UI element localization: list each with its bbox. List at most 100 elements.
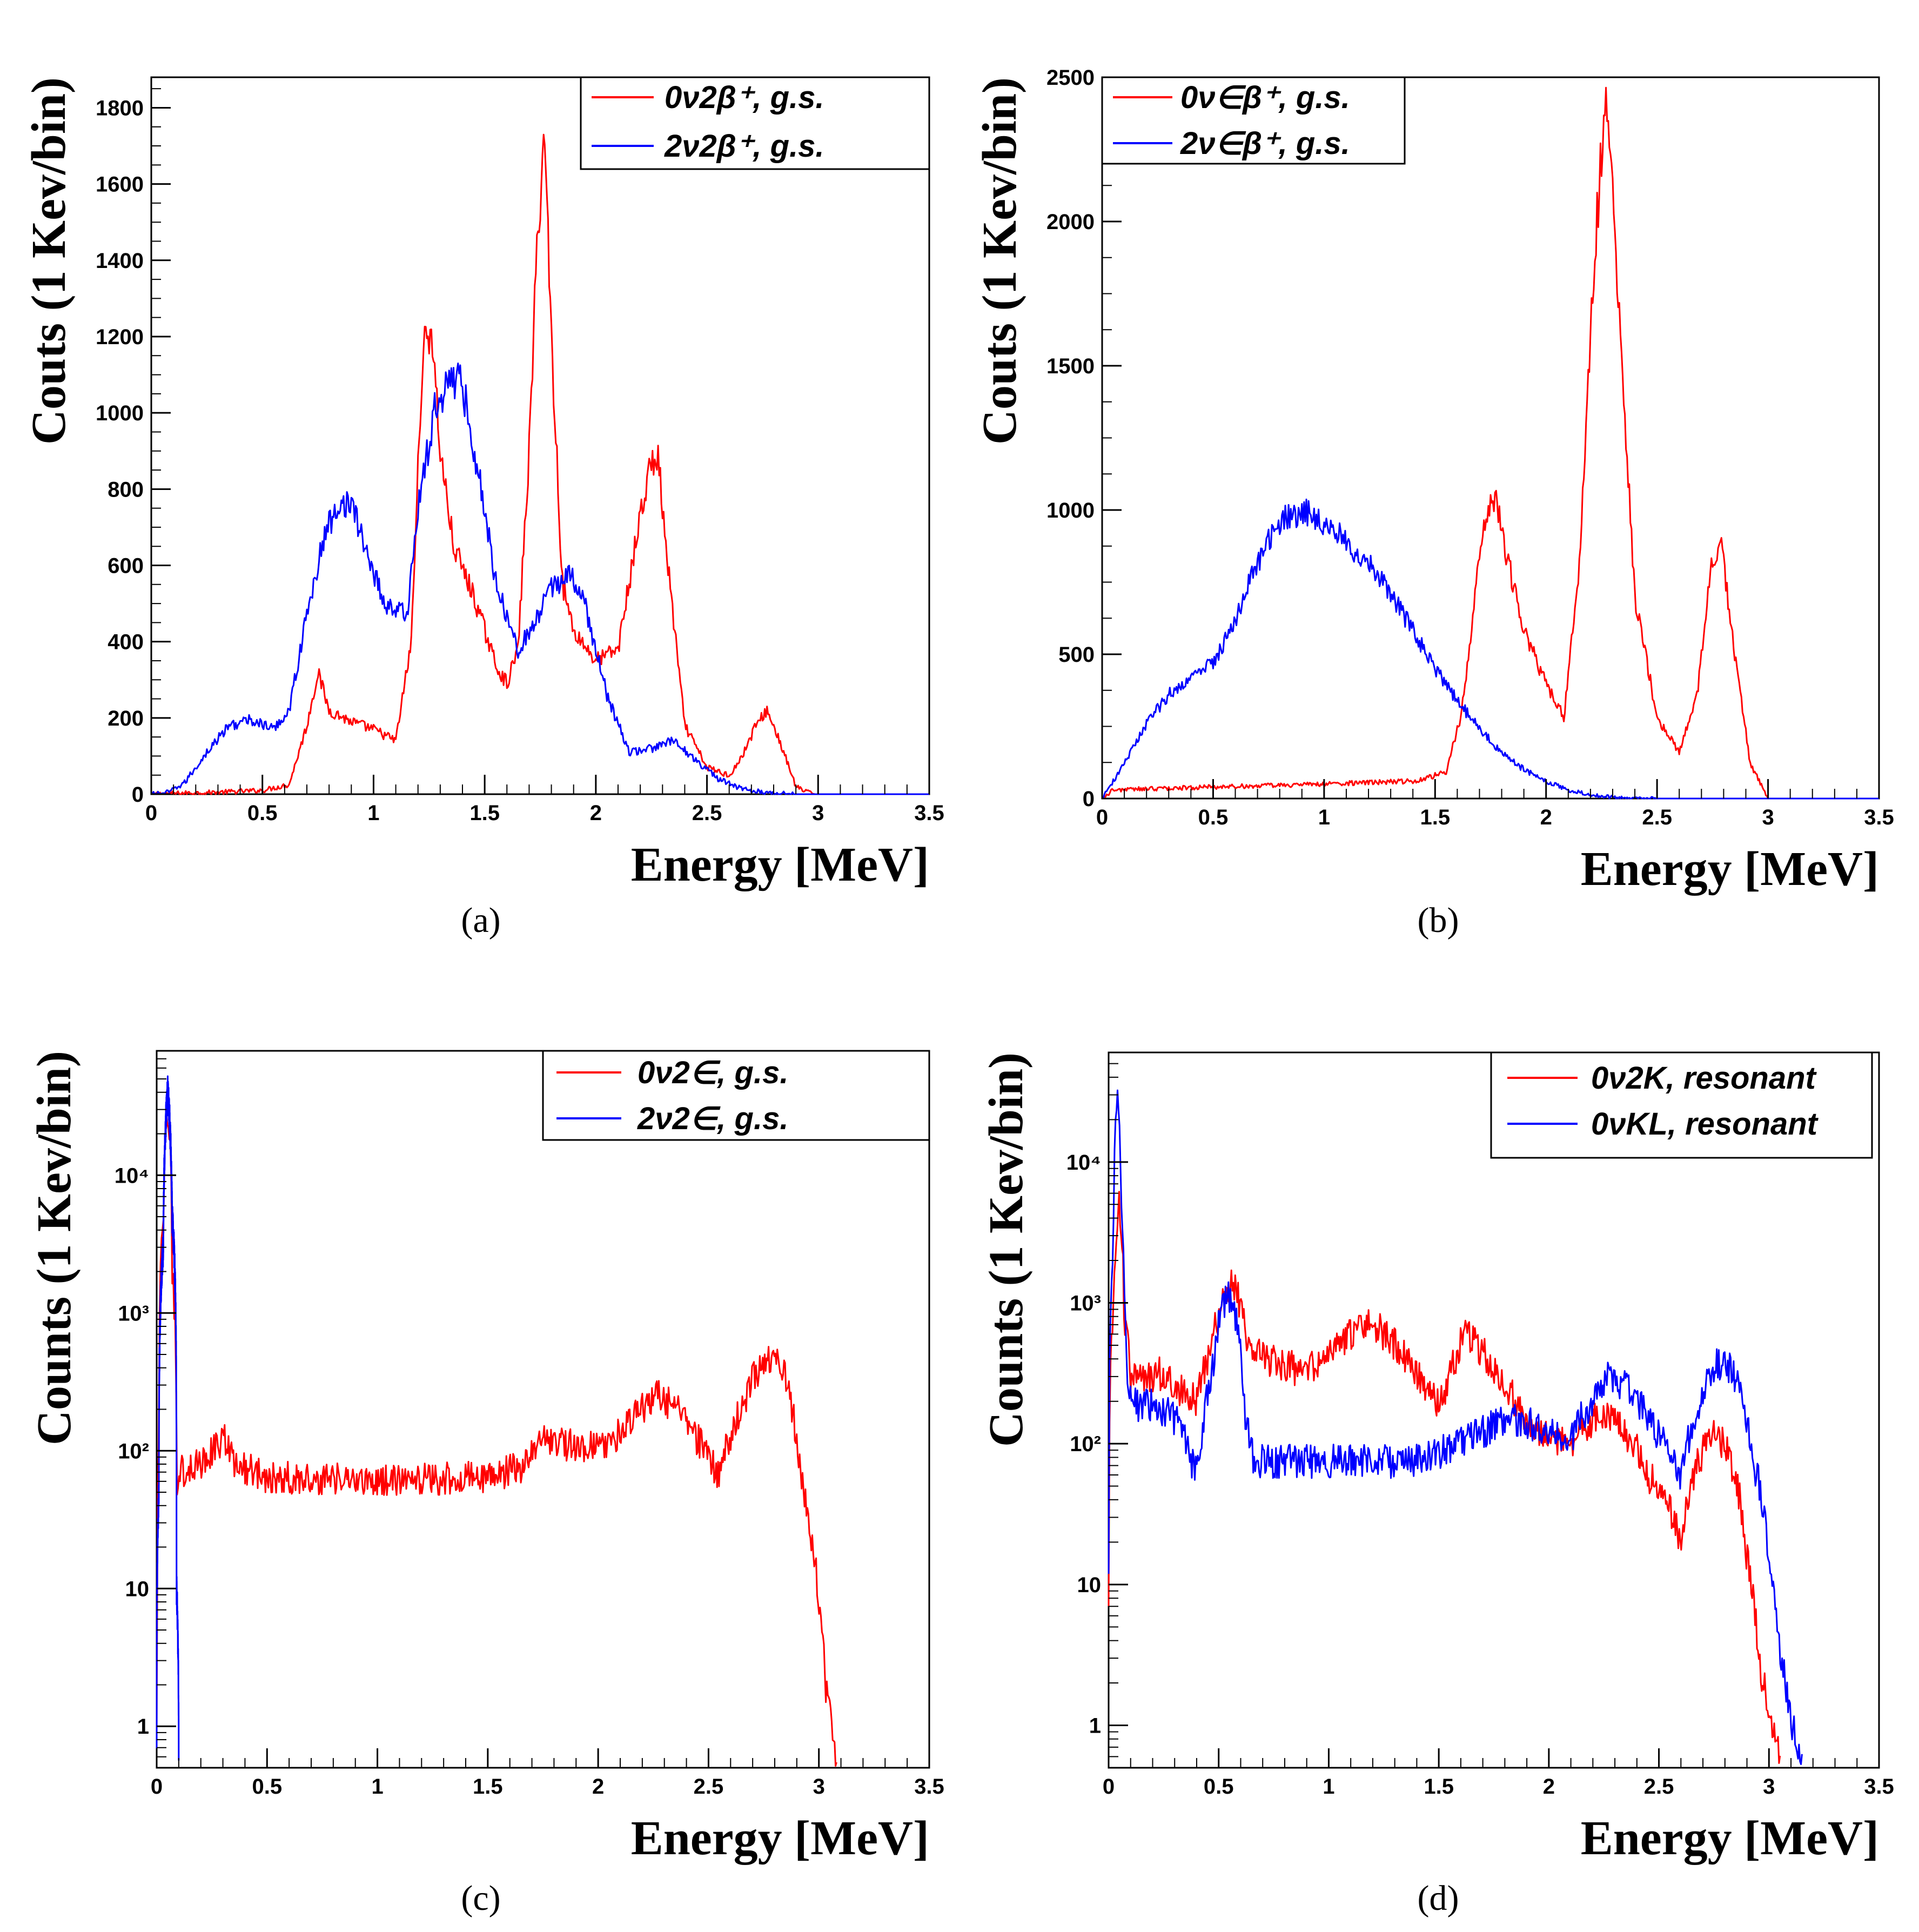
x-tick-label-a-5: 2.5 xyxy=(692,801,722,825)
legend-a-label-1: 2ν2β⁺, g.s. xyxy=(664,129,824,164)
y-tick-label-a-6: 1200 xyxy=(96,325,144,349)
y-tick-label-a-7: 1400 xyxy=(96,249,144,273)
y-tick-label-a-1: 200 xyxy=(108,707,144,730)
x-tick-label-b-0: 0 xyxy=(1096,806,1108,829)
x-tick-label-d-0: 0 xyxy=(1103,1775,1115,1799)
panel-d-caption: (d) xyxy=(1418,1879,1459,1918)
x-tick-label-b-4: 2 xyxy=(1540,806,1552,829)
y-tick-label-d-4: 10⁴ xyxy=(1066,1151,1101,1175)
legend-a-label-0: 0ν2β⁺, g.s. xyxy=(665,80,824,115)
x-tick-label-d-3: 1.5 xyxy=(1424,1775,1454,1799)
x-tick-label-c-7: 3.5 xyxy=(914,1775,944,1799)
y-tick-label-b-5: 2500 xyxy=(1046,66,1095,90)
series-line-a-0 xyxy=(151,133,929,795)
y-axis-title-a: Couts (1 Kev/bin) xyxy=(22,77,76,445)
series-line-d-1 xyxy=(1108,1089,1803,1765)
x-tick-label-d-6: 3 xyxy=(1763,1775,1775,1799)
legend-b: 0ν∈β⁺, g.s. 2ν∈β⁺, g.s. xyxy=(1101,76,1406,165)
x-tick-label-c-0: 0 xyxy=(151,1775,163,1799)
legend-d: 0ν2K, resonant 0νKL, resonant xyxy=(1490,1051,1873,1159)
series-line-b-1 xyxy=(1102,498,1879,800)
legend-c-label-0: 0ν2∈, g.s. xyxy=(638,1055,788,1090)
series-line-c-0 xyxy=(156,1110,837,1767)
y-tick-label-d-1: 10 xyxy=(1077,1573,1102,1597)
legend-b-box xyxy=(1101,76,1406,165)
series-line-b-0 xyxy=(1102,86,1879,800)
plot-frame-c xyxy=(156,1050,930,1769)
panel-a-caption: (a) xyxy=(461,901,500,940)
x-axis-title-d: Energy [MeV] xyxy=(1581,1812,1879,1865)
x-tick-label-d-7: 3.5 xyxy=(1864,1775,1894,1799)
legend-b-label-1: 2ν∈β⁺, g.s. xyxy=(1180,126,1350,161)
y-tick-label-b-4: 2000 xyxy=(1046,210,1095,234)
x-tick-label-a-6: 3 xyxy=(812,801,824,825)
y-tick-label-b-2: 1000 xyxy=(1046,499,1095,522)
y-tick-label-b-0: 0 xyxy=(1083,787,1095,811)
series-line-c-1 xyxy=(156,1075,180,1761)
x-axis-title-a: Energy [MeV] xyxy=(631,838,929,891)
y-tick-label-c-0: 1 xyxy=(137,1715,149,1739)
y-tick-label-c-3: 10³ xyxy=(118,1302,149,1325)
panel-c-caption: (c) xyxy=(461,1879,500,1918)
y-tick-label-a-4: 800 xyxy=(108,478,144,501)
legend-a-box xyxy=(580,76,930,170)
y-tick-label-b-3: 1500 xyxy=(1046,354,1095,378)
y-axis-title-d: Counts (1 Kev/bin) xyxy=(979,1052,1033,1447)
y-tick-label-d-0: 1 xyxy=(1089,1714,1101,1738)
x-tick-label-c-5: 2.5 xyxy=(694,1775,724,1799)
panel-b-caption: (b) xyxy=(1418,901,1459,940)
x-tick-label-a-4: 2 xyxy=(590,801,602,825)
x-tick-label-a-1: 0.5 xyxy=(247,801,278,825)
legend-c-box xyxy=(542,1050,930,1141)
x-tick-label-b-1: 0.5 xyxy=(1198,806,1229,829)
y-tick-label-a-8: 1600 xyxy=(96,173,144,197)
y-tick-label-a-5: 1000 xyxy=(96,401,144,425)
x-tick-label-b-6: 3 xyxy=(1762,806,1774,829)
y-tick-label-c-2: 10² xyxy=(118,1439,149,1463)
y-tick-label-a-2: 400 xyxy=(108,630,144,654)
x-tick-label-b-3: 1.5 xyxy=(1420,806,1450,829)
y-axis-title-c: Counts (1 Kev/bin) xyxy=(28,1051,81,1445)
plot-frame-b xyxy=(1101,76,1880,800)
y-tick-label-a-9: 1800 xyxy=(96,96,144,120)
x-tick-label-d-5: 2.5 xyxy=(1644,1775,1674,1799)
x-tick-label-c-3: 1.5 xyxy=(473,1775,503,1799)
x-tick-label-d-2: 1 xyxy=(1323,1775,1334,1799)
y-tick-label-c-4: 10⁴ xyxy=(115,1164,149,1188)
x-axis-title-b: Energy [MeV] xyxy=(1581,842,1879,896)
x-tick-label-b-2: 1 xyxy=(1318,806,1330,829)
legend-d-label-0: 0ν2K, resonant xyxy=(1591,1061,1817,1096)
plot-frame-d xyxy=(1108,1051,1880,1769)
x-tick-label-a-0: 0 xyxy=(145,801,157,825)
y-tick-label-c-1: 10 xyxy=(125,1577,150,1601)
y-tick-label-a-3: 600 xyxy=(108,554,144,578)
series-line-a-1 xyxy=(151,363,929,795)
x-tick-label-c-4: 2 xyxy=(592,1775,604,1799)
y-tick-label-d-2: 10² xyxy=(1070,1432,1101,1456)
legend-c-label-1: 2ν2∈, g.s. xyxy=(637,1101,788,1136)
x-tick-label-d-4: 2 xyxy=(1543,1775,1555,1799)
legend-b-label-0: 0ν∈β⁺, g.s. xyxy=(1180,80,1350,115)
x-tick-label-b-5: 2.5 xyxy=(1642,806,1672,829)
x-tick-label-a-2: 1 xyxy=(367,801,379,825)
x-tick-label-a-7: 3.5 xyxy=(914,801,944,825)
legend-c: 0ν2∈, g.s. 2ν2∈, g.s. xyxy=(542,1050,930,1141)
x-tick-label-a-3: 1.5 xyxy=(469,801,500,825)
panel-b: (b) 0 0.5 1 1.5 2 2.5 3 3.5 0 500 1000 1500 2000 2500… xyxy=(973,66,1894,940)
x-tick-label-c-1: 0.5 xyxy=(252,1775,282,1799)
panel-c: (c) 0 0.5 1 1.5 2 2.5 3 3.5 1 10 10² 10³ 10⁴ Energy [… xyxy=(28,1050,944,1918)
panel-a: (a) 0 0.5 1 1.5 2 2.5 3 3.5 0 200 400 600 800 1000 120… xyxy=(22,76,944,940)
plot-frame-a xyxy=(150,76,930,795)
x-tick-label-b-7: 3.5 xyxy=(1864,806,1894,829)
x-axis-title-c: Energy [MeV] xyxy=(631,1812,929,1865)
legend-a: 0ν2β⁺, g.s. 2ν2β⁺, g.s. xyxy=(580,76,930,170)
legend-d-label-1: 0νKL, resonant xyxy=(1591,1106,1819,1142)
x-tick-label-c-2: 1 xyxy=(371,1775,383,1799)
y-tick-label-a-0: 0 xyxy=(132,783,144,807)
legend-d-box xyxy=(1490,1051,1873,1159)
y-tick-label-d-3: 10³ xyxy=(1070,1292,1101,1316)
x-tick-label-c-6: 3 xyxy=(813,1775,825,1799)
panel-d: (d) 0 0.5 1 1.5 2 2.5 3 3.5 1 10 10² 10³ 10⁴ Energy [… xyxy=(979,1051,1894,1918)
x-tick-label-d-1: 0.5 xyxy=(1204,1775,1234,1799)
